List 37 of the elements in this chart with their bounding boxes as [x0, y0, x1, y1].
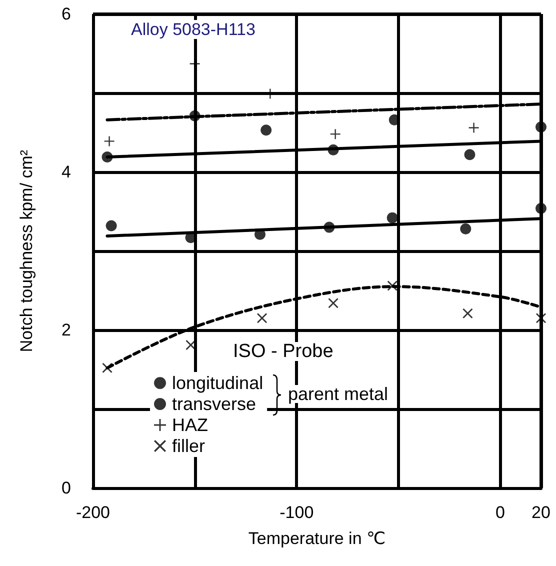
point: [536, 313, 546, 324]
point: [189, 110, 200, 122]
point: [460, 223, 472, 234]
y-axis-title: Notch toughness kpm/ cm²: [17, 150, 36, 352]
point: [260, 124, 272, 136]
point: [328, 298, 338, 308]
legend-label: longitudinal: [172, 373, 264, 393]
x-tick-label: -200: [76, 503, 110, 522]
point: [330, 129, 340, 140]
point: [102, 151, 113, 162]
x-tick-label: 0: [496, 503, 506, 522]
point: [102, 362, 112, 373]
x-tick-label: 20: [532, 503, 550, 522]
annotation: parent metal: [288, 384, 388, 404]
y-tick-label: 2: [62, 320, 71, 340]
point: [257, 313, 268, 324]
y-tick-label: 6: [62, 4, 71, 24]
legend-title: ISO - Probe: [233, 341, 334, 362]
point: [464, 149, 476, 160]
point: [387, 280, 398, 291]
y-tick-label: 4: [62, 162, 71, 182]
point: [536, 121, 546, 132]
legend-label: filler: [172, 436, 206, 456]
point: [386, 212, 398, 224]
point: [468, 122, 479, 133]
annotation: Alloy 5083-H113: [131, 20, 256, 39]
point: [104, 136, 114, 146]
point: [106, 220, 117, 232]
y-tick-label: 0: [62, 478, 71, 498]
legend-label: HAZ: [172, 415, 208, 435]
legend-label: transverse: [172, 394, 256, 414]
point: [536, 202, 546, 214]
point: [324, 222, 335, 233]
point: [328, 144, 339, 156]
x-axis-title: Temperature in ℃: [248, 529, 386, 548]
x-tick-label: -100: [280, 503, 314, 522]
point: [462, 308, 473, 318]
